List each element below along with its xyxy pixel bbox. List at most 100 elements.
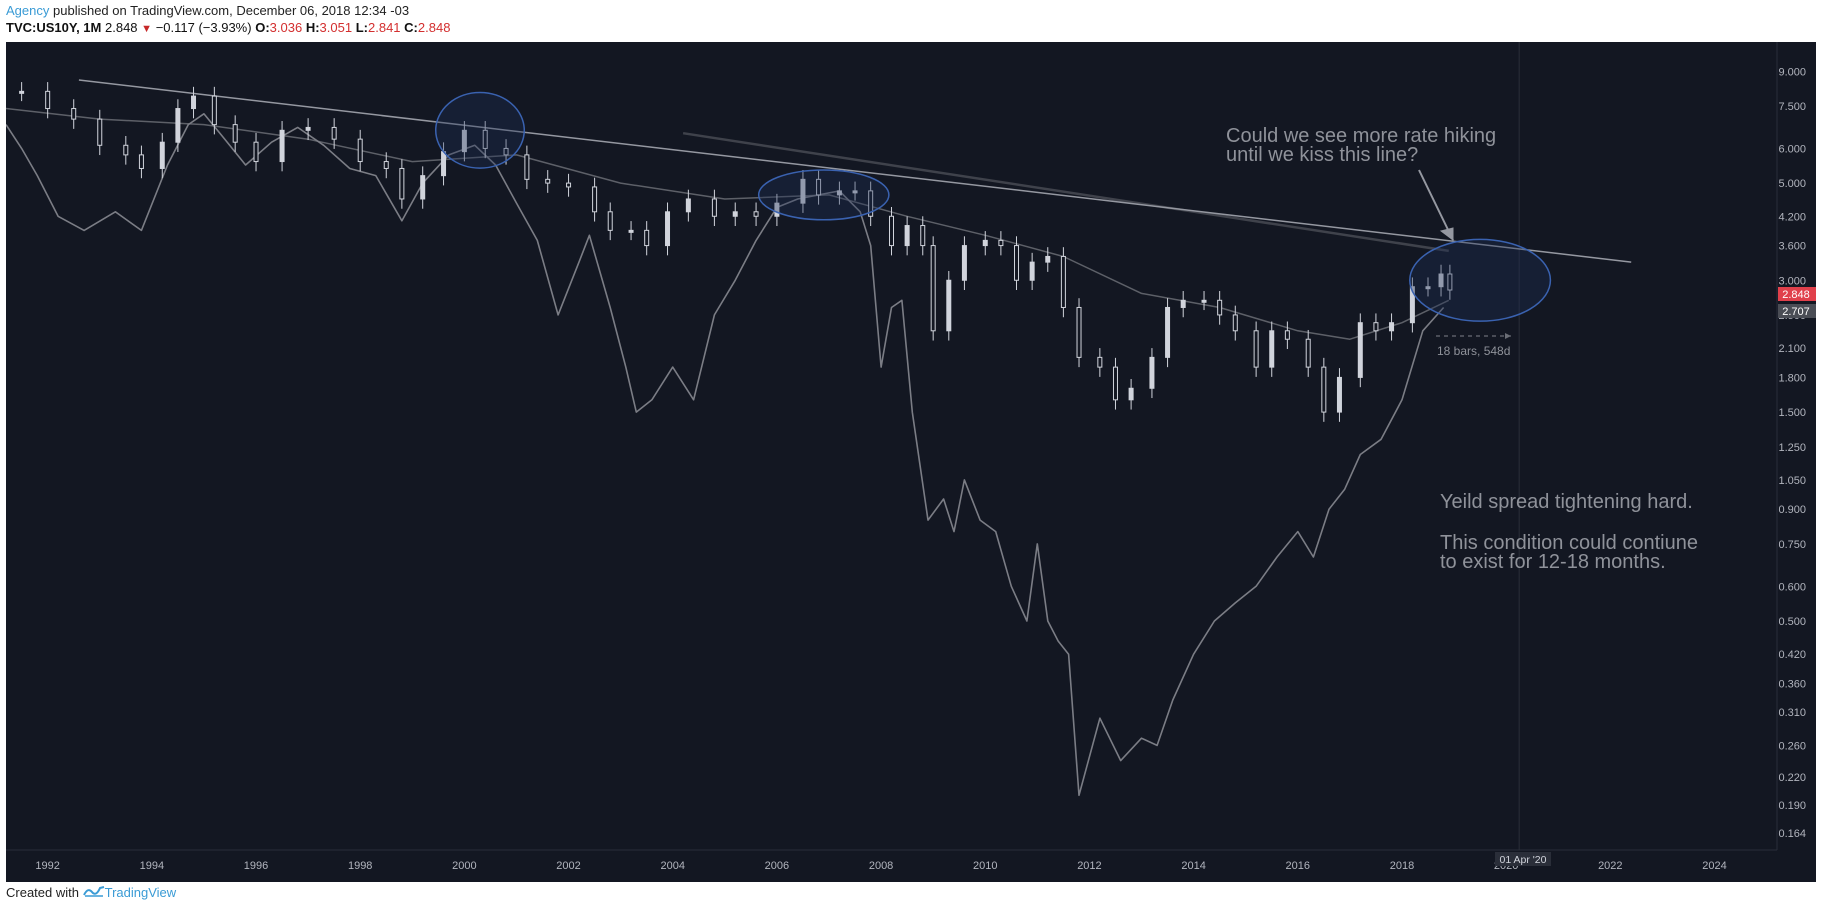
spread-note-line1: Yeild spread tightening hard. [1440, 491, 1693, 513]
candle-body [946, 279, 952, 332]
price-tick-label: 0.600 [1778, 581, 1806, 593]
open-value: 3.036 [269, 20, 303, 35]
candle-body [1014, 245, 1020, 281]
candle-body [1336, 376, 1342, 413]
price-tick-label: 0.750 [1778, 539, 1806, 551]
faint-trendline [682, 131, 1449, 253]
ma-badge [1778, 304, 1816, 318]
down-arrow-icon: ▼ [141, 23, 153, 35]
candle-body [482, 129, 488, 149]
date-marker: 01 Apr '20 [1495, 852, 1551, 866]
low-value: 2.841 [368, 20, 401, 35]
candle-body [441, 151, 447, 177]
price-tick-label: 4.200 [1778, 211, 1806, 223]
resistance-trendline [78, 79, 1632, 263]
arrow-head-icon [1439, 227, 1454, 241]
candle-body [1447, 273, 1453, 291]
price-tick-label: 6.000 [1778, 143, 1806, 155]
candle-body [1253, 330, 1259, 368]
high-label: H: [305, 20, 320, 35]
price-tick-label: 1.800 [1778, 372, 1806, 384]
spread-note-line2: This condition could contiune [1440, 532, 1698, 554]
arrow-shaft [1418, 169, 1454, 241]
time-axis[interactable]: 1992 1994 1996 1998 2000 2002 2004 2006 2008 2010… [35, 860, 1726, 872]
candle-body [1373, 322, 1379, 332]
candle-body [852, 190, 858, 194]
candle-body [1149, 356, 1155, 389]
price-tick-label: 0.190 [1778, 800, 1806, 812]
candle-body [545, 178, 551, 184]
candle-body [1305, 338, 1311, 368]
candle-body [1217, 299, 1223, 316]
year-tick-label: 2006 [765, 860, 789, 872]
price-axis[interactable]: 9.0007.5006.0005.0004.2003.6003.0002.500… [1778, 66, 1806, 840]
candle-body [1284, 330, 1290, 340]
candle-body [503, 147, 509, 156]
price-tick-label: 1.500 [1778, 407, 1806, 419]
year-tick-label: 2014 [1181, 860, 1205, 872]
year-tick-label: 1998 [348, 860, 372, 872]
candle-body [253, 141, 259, 163]
open-label: O: [255, 20, 270, 35]
candle-body [566, 182, 572, 188]
price-chart[interactable]: 9.0007.5006.0005.0004.2003.6003.0002.500… [6, 42, 1816, 882]
year-tick-label: 2018 [1390, 860, 1414, 872]
price-badges: 2.848 2.707 [1778, 287, 1816, 318]
highlight-ellipse [434, 91, 526, 169]
candle-body [524, 154, 530, 180]
moving-average-line [6, 107, 1450, 340]
candle-body [19, 90, 25, 94]
year-tick-label: 2022 [1598, 860, 1622, 872]
price-tick-label: 5.000 [1778, 178, 1806, 190]
high-value: 3.051 [319, 20, 353, 35]
year-tick-label: 1992 [35, 860, 59, 872]
symbol-legend: TVC:US10Y, 1M 2.848 ▼ −0.117 (−3.93%) O:… [6, 20, 450, 35]
candle-body [399, 167, 405, 200]
candle-body [1232, 314, 1238, 332]
candle-body [232, 124, 238, 143]
candle-body [45, 90, 51, 110]
candle-body [1165, 306, 1171, 358]
candle-body [191, 95, 197, 110]
candle-body [1409, 286, 1415, 324]
price-tick-label: 0.260 [1778, 740, 1806, 752]
candle-body [71, 108, 77, 120]
tradingview-brand-link[interactable]: TradingView [104, 885, 177, 900]
hike-note-line2: until we kiss this line? [1226, 144, 1418, 166]
price-tick-label: 0.360 [1778, 678, 1806, 690]
candle-body [175, 108, 181, 143]
year-tick-label: 2012 [1077, 860, 1101, 872]
highlight-ellipse [757, 169, 890, 221]
range-arrow-icon [1505, 333, 1511, 339]
price-tick-label: 7.500 [1778, 101, 1806, 113]
candle-body [1357, 322, 1363, 378]
year-tick-label: 1996 [244, 860, 268, 872]
footer: Created with TradingView [6, 885, 176, 900]
last-price-badge [1778, 287, 1816, 301]
year-tick-label: 1994 [140, 860, 164, 872]
price-tick-label: 3.000 [1778, 275, 1806, 287]
candle-body [1389, 322, 1395, 332]
candle-body [1425, 286, 1431, 290]
candle-body [998, 239, 1004, 247]
candle-body [774, 202, 780, 217]
candle-body [665, 211, 671, 247]
author-link[interactable]: Agency [6, 3, 50, 18]
candle-body [904, 225, 910, 247]
candle-body [1269, 330, 1275, 368]
annotations: Could we see more rate hiking until we k… [1226, 125, 1698, 573]
candle-body [836, 190, 842, 196]
date-marker-label: 01 Apr '20 [1500, 854, 1547, 866]
candle-body [685, 198, 691, 213]
candle-body [816, 178, 822, 196]
candle-body [461, 129, 467, 153]
symbol-name[interactable]: TVC:US10Y, 1M [6, 20, 102, 35]
candle-body [357, 138, 363, 163]
last-price-badge-label: 2.848 [1782, 289, 1810, 301]
candle-body [1438, 273, 1444, 288]
price-tick-label: 0.310 [1778, 707, 1806, 719]
spread-note-line3: to exist for 12-18 months. [1440, 551, 1666, 573]
created-with-text: Created with [6, 885, 79, 900]
candle-body [1076, 306, 1082, 358]
candle-body [279, 129, 285, 163]
